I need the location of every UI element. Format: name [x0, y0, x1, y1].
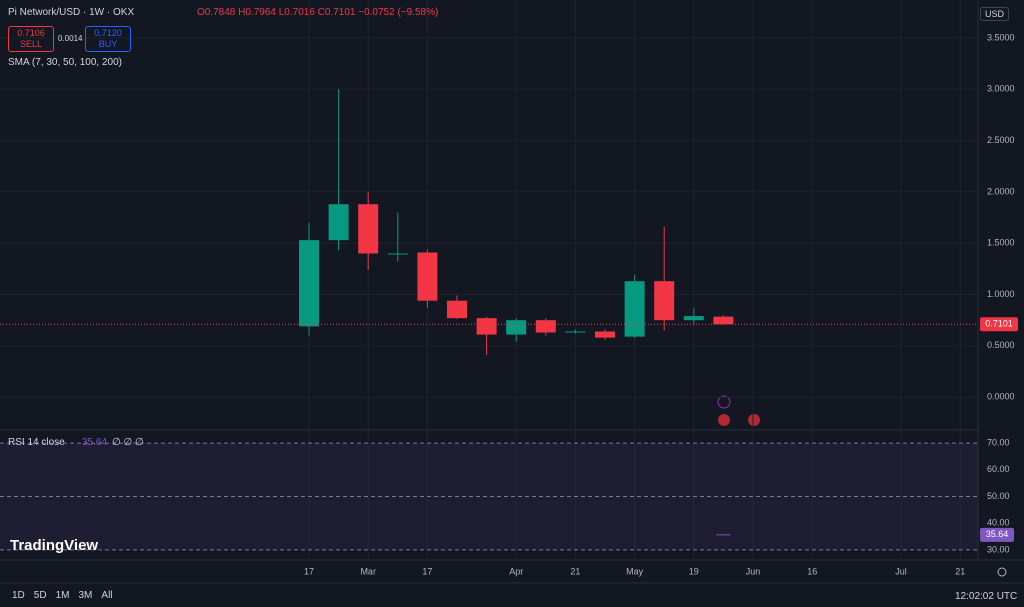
event-icon[interactable]	[718, 414, 730, 426]
rsi-band	[0, 443, 978, 550]
last-price-box	[980, 317, 1018, 332]
range-button[interactable]: 5D	[33, 590, 47, 601]
x-tick-label: 21	[570, 566, 580, 576]
y-tick-label: 30.00	[987, 544, 1010, 554]
rsi-value: 35.64	[82, 437, 108, 448]
y-tick-label: 60.00	[987, 464, 1010, 474]
y-tick-label: 1.0000	[987, 289, 1015, 299]
x-tick-label: Jun	[746, 566, 761, 576]
rsi-extra: ∅ ∅ ∅	[112, 437, 144, 448]
candle-body	[358, 204, 379, 254]
range-button[interactable]: 1D	[12, 590, 25, 601]
candle-body	[654, 281, 675, 321]
y-tick-label: 70.00	[987, 437, 1010, 447]
y-tick-label: 0.0000	[987, 392, 1015, 402]
y-tick-label: 2.0000	[987, 186, 1015, 196]
last-price-label: 0.7101	[985, 319, 1013, 329]
y-tick-label: 3.5000	[987, 32, 1015, 42]
rsi-value-label: 35.64	[986, 529, 1009, 539]
currency-select[interactable]: USD	[980, 7, 1010, 21]
candle-body	[506, 320, 527, 335]
range-bar: 1D 5D 1M 3M All	[12, 590, 113, 601]
x-tick-label: 17	[304, 566, 314, 576]
candle-body	[447, 300, 467, 319]
sell-price: 0.7106	[17, 28, 45, 38]
buy-price: 0.7120	[94, 28, 122, 38]
buy-label: BUY	[98, 39, 118, 49]
range-button[interactable]: 1M	[55, 590, 70, 601]
y-tick-label: 50.00	[987, 491, 1010, 501]
x-tick-label: May	[626, 566, 644, 576]
rsi-title: RSI 14 close	[8, 437, 65, 448]
candle-body	[476, 318, 497, 335]
spread: 0.0014	[58, 34, 83, 43]
x-tick-label: 19	[689, 566, 699, 576]
y-tick-label: 40.00	[987, 518, 1010, 528]
candle-body	[713, 316, 734, 325]
y-tick-label: 0.5000	[987, 340, 1015, 350]
x-tick-label: Mar	[360, 566, 376, 576]
event-icon[interactable]	[717, 395, 731, 409]
range-button[interactable]: 3M	[78, 590, 93, 601]
indicator-legend[interactable]: SMA (7, 30, 50, 100, 200)	[8, 57, 122, 68]
candle-body	[417, 252, 438, 301]
x-tick-label: 16	[807, 566, 817, 576]
brand-logo[interactable]: TradingView	[10, 537, 99, 554]
x-tick-label: Jul	[895, 566, 907, 576]
candle-body	[595, 331, 615, 338]
rsi-value-box	[980, 527, 1014, 542]
candle-body	[565, 331, 586, 333]
ohlc-legend: O0.7848 H0.7964 L0.7016 C0.7101 −0.0752 …	[197, 7, 439, 18]
sell-label: SELL	[19, 39, 43, 49]
range-button[interactable]: All	[101, 590, 113, 601]
x-tick-label: Apr	[509, 566, 523, 576]
candle-body	[683, 316, 704, 321]
candle-body	[624, 281, 645, 337]
event-icon[interactable]	[748, 414, 760, 426]
candle-body	[299, 240, 319, 327]
y-tick-label: 1.5000	[987, 238, 1015, 248]
x-tick-label: 17	[422, 566, 432, 576]
x-tick-label: 21	[955, 566, 965, 576]
buy-button[interactable]: 0.7120 BUY	[85, 26, 131, 52]
candle-body	[387, 253, 408, 255]
symbol-title[interactable]: Pi Network/USD · 1W · OKX	[8, 7, 135, 18]
clock: 12:02:02 UTC	[955, 591, 1018, 602]
y-tick-label: 2.5000	[987, 135, 1015, 145]
y-tick-label: 3.0000	[987, 84, 1015, 94]
candle-body	[328, 204, 349, 241]
settings-icon[interactable]	[997, 567, 1007, 577]
sell-button[interactable]: 0.7106 SELL	[8, 26, 54, 52]
candle-body	[535, 320, 556, 333]
